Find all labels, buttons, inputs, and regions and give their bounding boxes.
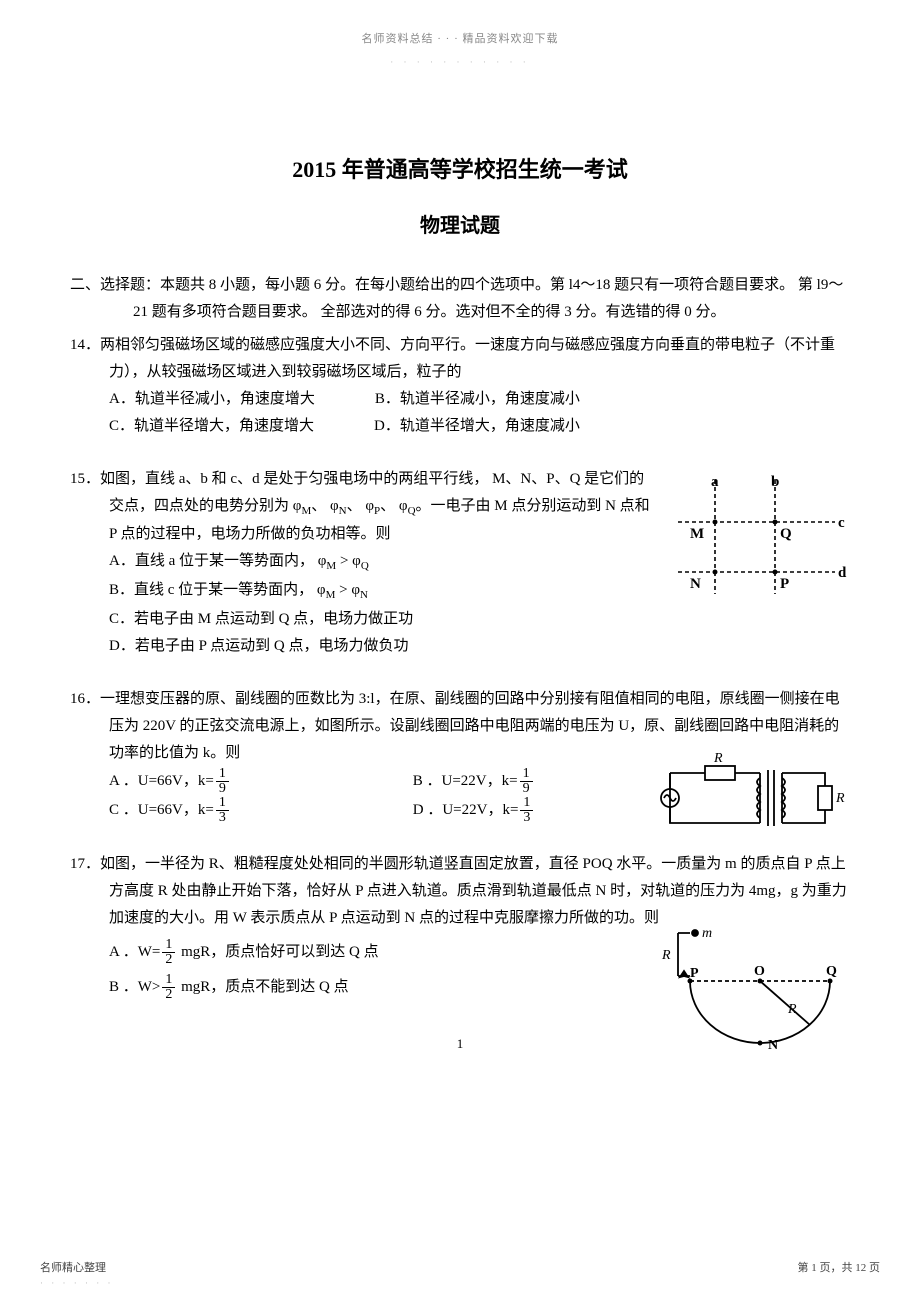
q15-opt-c: C．若电子由 M 点运动到 Q 点，电场力做正功 xyxy=(109,606,650,633)
q17-stem: 如图，一半径为 R、粗糙程度处处相同的半圆形轨道竖直固定放置，直径 POQ 水平… xyxy=(100,856,847,926)
svg-text:R: R xyxy=(787,1002,797,1017)
q15-num: 15． xyxy=(70,471,100,487)
svg-text:c: c xyxy=(838,515,845,531)
svg-text:N: N xyxy=(690,576,701,592)
header-dots: · · · · · · · · · · · xyxy=(70,54,850,70)
q16-opt-d: D ．U=22V，k=13 xyxy=(413,802,536,818)
q14-opt-a: A．轨道半径减小，角速度增大 xyxy=(109,386,315,413)
q14-opt-d: D．轨道半径增大，角速度减小 xyxy=(374,413,580,440)
q17-opt-b: B ．W>12 mgR，质点不能到达 Q 点 xyxy=(109,973,640,1002)
footer-dots: · · · · · · · xyxy=(40,1275,113,1291)
section-2-heading: 二、选择题：本题共 8 小题，每小题 6 分。在每小题给出的四个选项中。第 l4… xyxy=(70,272,850,326)
page-title-1: 2015 年普通高等学校招生统一考试 xyxy=(70,150,850,190)
svg-text:M: M xyxy=(690,526,704,542)
q15-opt-b: B．直线 c 位于某一等势面内， φM > φN xyxy=(109,577,650,606)
q16-opt-c: C ．U=66V，k=13 xyxy=(109,796,409,825)
question-16: R R 16．一理想变压器的原、副线圈的匝数比为 3:l，在原、副线圈的回路中分… xyxy=(70,686,850,825)
svg-text:R: R xyxy=(835,791,845,806)
svg-text:R: R xyxy=(661,948,671,963)
q17-opt-a: A ．W=12 mgR，质点恰好可以到达 Q 点 xyxy=(109,938,640,967)
svg-text:d: d xyxy=(838,565,847,581)
q14-stem: 两相邻匀强磁场区域的磁感应强度大小不同、方向平行。一速度方向与磁感应强度方向垂直… xyxy=(100,337,835,380)
page-title-2: 物理试题 xyxy=(70,208,850,244)
q14-opt-c: C．轨道半径增大，角速度增大 xyxy=(109,413,314,440)
svg-text:P: P xyxy=(690,966,699,981)
svg-text:P: P xyxy=(780,576,789,592)
q14-opt-b: B．轨道半径减小，角速度减小 xyxy=(375,386,580,413)
svg-text:N: N xyxy=(768,1038,778,1051)
q17-num: 17． xyxy=(70,856,100,872)
question-17: m R P O Q N R 17．如图，一半径为 R、粗糙程度处处相同的半圆形轨… xyxy=(70,851,850,1002)
svg-text:Q: Q xyxy=(780,526,792,542)
q15-figure: a b c d M Q N P xyxy=(660,472,850,602)
svg-text:O: O xyxy=(754,964,765,979)
page-footer: 名师精心整理 第 1 页，共 12 页 xyxy=(40,1259,880,1279)
q16-opt-b: B ．U=22V，k=19 xyxy=(413,773,535,789)
q14-num: 14． xyxy=(70,337,100,353)
svg-text:m: m xyxy=(702,926,712,941)
header-watermark: 名师资料总结 · · · 精品资料欢迎下载 xyxy=(70,30,850,50)
q15-opt-a: A．直线 a 位于某一等势面内， φM > φQ xyxy=(109,548,650,577)
q16-num: 16． xyxy=(70,691,100,707)
svg-text:R: R xyxy=(713,751,723,766)
question-14: 14．两相邻匀强磁场区域的磁感应强度大小不同、方向平行。一速度方向与磁感应强度方… xyxy=(70,332,850,440)
svg-text:Q: Q xyxy=(826,964,837,979)
q16-figure: R R xyxy=(650,748,850,848)
question-15: a b c d M Q N P 15．如图，直线 a、b 和 c、d 是处于匀强… xyxy=(70,466,850,660)
footer-right: 第 1 页，共 12 页 xyxy=(798,1259,881,1279)
q17-figure: m R P O Q N R xyxy=(650,921,850,1051)
svg-text:b: b xyxy=(771,474,779,490)
q16-opt-a: A ．U=66V，k=19 xyxy=(109,767,409,796)
svg-text:a: a xyxy=(711,474,719,490)
q15-opt-d: D．若电子由 P 点运动到 Q 点，电场力做负功 xyxy=(109,633,650,660)
